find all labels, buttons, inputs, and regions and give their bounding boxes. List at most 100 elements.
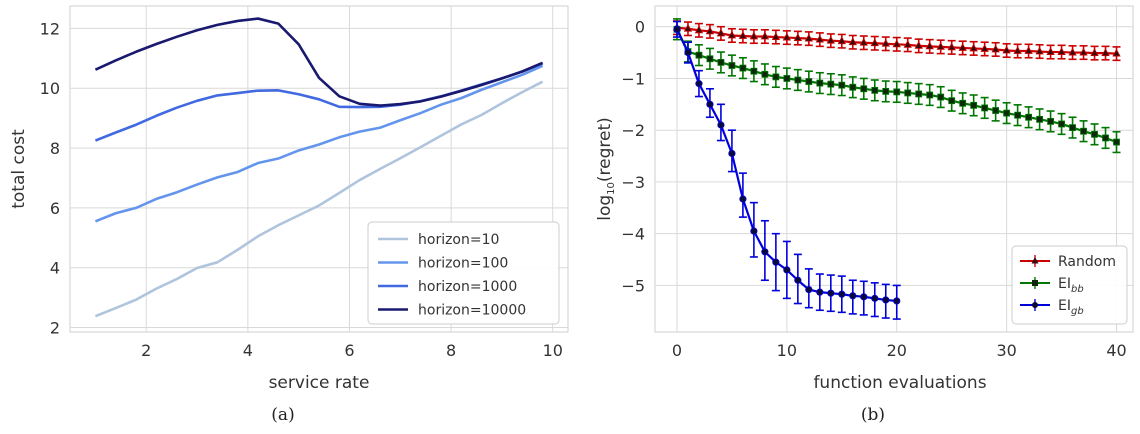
data-point (706, 100, 714, 108)
series-horizon-100 (94, 64, 544, 223)
x-tick-label: 40 (1106, 341, 1126, 360)
data-point (848, 37, 857, 46)
data-point (871, 294, 879, 302)
panel-b-xlabel: function evaluations (813, 373, 986, 393)
x-tick-label: 10 (777, 341, 797, 360)
data-point (849, 292, 857, 300)
x-tick-label: 6 (344, 341, 354, 360)
x-tick-label: 10 (543, 341, 563, 360)
data-point (1024, 46, 1033, 54)
y-tick-label: −2 (621, 121, 645, 140)
legend-label: horizon=100 (418, 256, 508, 272)
x-tick-label: 30 (996, 341, 1016, 360)
data-point (981, 104, 989, 112)
data-point (1080, 127, 1087, 135)
series-random (672, 20, 1121, 62)
panel-a-caption: (a) (271, 405, 294, 425)
y-tick-label: 0 (635, 18, 645, 37)
data-point (1025, 113, 1033, 121)
y-tick-label: −1 (621, 69, 645, 88)
data-point (1101, 48, 1110, 56)
x-tick-label: 8 (446, 341, 456, 360)
data-point (936, 42, 945, 50)
panel-a-xlabel: service rate (269, 373, 370, 393)
series-eigb (672, 20, 901, 320)
panel-a-x-ticks: 2 4 6 8 10 (141, 341, 563, 360)
legend-label-base: Random (1058, 254, 1116, 270)
x-tick-label: 0 (672, 341, 682, 360)
data-point (1112, 48, 1121, 57)
x-tick-label: 2 (141, 341, 151, 360)
data-point (1090, 48, 1099, 56)
data-point (871, 86, 879, 94)
data-point (1113, 138, 1120, 146)
data-point (750, 227, 758, 235)
data-point (694, 25, 704, 34)
legend-marker (1032, 302, 1038, 308)
legend-label: Random (1058, 254, 1116, 270)
series-horizon-10 (94, 80, 544, 318)
legend-label: horizon=10000 (418, 303, 526, 319)
data-point (1058, 120, 1065, 128)
data-point (1013, 46, 1022, 54)
data-point (816, 288, 824, 296)
x-tick-label: 20 (887, 341, 907, 360)
data-point (673, 25, 681, 33)
data-point (684, 48, 692, 57)
panel-b-series (672, 18, 1121, 320)
y-tick-label: 6 (50, 199, 60, 218)
data-point (893, 88, 901, 96)
data-point (925, 41, 934, 50)
panel-b-x-ticks: 0 10 20 30 40 (672, 341, 1127, 360)
y-tick-label: −3 (621, 173, 645, 192)
data-point (739, 64, 747, 72)
data-point (717, 121, 725, 129)
data-point (1047, 117, 1054, 125)
data-point (926, 91, 934, 99)
data-point (1014, 111, 1022, 119)
series-line (94, 17, 544, 107)
data-point (980, 44, 989, 52)
panel-b-y-ticks: 0 −1 −2 −3 −4 −5 (621, 18, 645, 296)
data-point (783, 266, 791, 274)
legend-label-subscript: gb (1071, 306, 1084, 317)
data-point (815, 34, 824, 43)
data-point (892, 39, 901, 48)
data-point (870, 38, 879, 47)
data-point (970, 101, 978, 109)
panel-b: 0 10 20 30 40 0 −1 −2 −3 −4 −5 function evaluatio… (595, 5, 1134, 425)
data-point (882, 87, 890, 95)
y-tick-label: −5 (621, 276, 645, 295)
data-point (860, 85, 868, 93)
data-point (860, 293, 868, 301)
y-tick-label: 10 (40, 79, 60, 98)
legend-label: EIgb (1058, 298, 1084, 317)
data-point (749, 31, 759, 40)
data-point (783, 75, 791, 82)
data-point (695, 80, 703, 88)
data-point (969, 43, 978, 52)
data-point (794, 276, 802, 284)
data-point (771, 32, 781, 40)
data-point (881, 38, 890, 47)
data-point (849, 83, 857, 91)
legend-box (367, 221, 560, 325)
data-point (805, 285, 813, 294)
data-point (959, 99, 967, 107)
data-point (804, 33, 814, 42)
legend-marker (1031, 257, 1039, 264)
panel-a-series (94, 17, 544, 318)
data-point (827, 80, 835, 88)
data-point (727, 30, 737, 39)
data-point (728, 62, 736, 69)
legend-label-base: EI (1058, 276, 1071, 292)
data-point (958, 43, 967, 51)
data-point (947, 42, 956, 51)
legend-label: horizon=1000 (418, 279, 517, 295)
data-point (782, 32, 792, 41)
panel-b-caption: (b) (861, 405, 885, 425)
legend-label: horizon=10 (418, 232, 499, 248)
data-point (948, 97, 956, 105)
y-tick-label: 2 (50, 319, 60, 338)
